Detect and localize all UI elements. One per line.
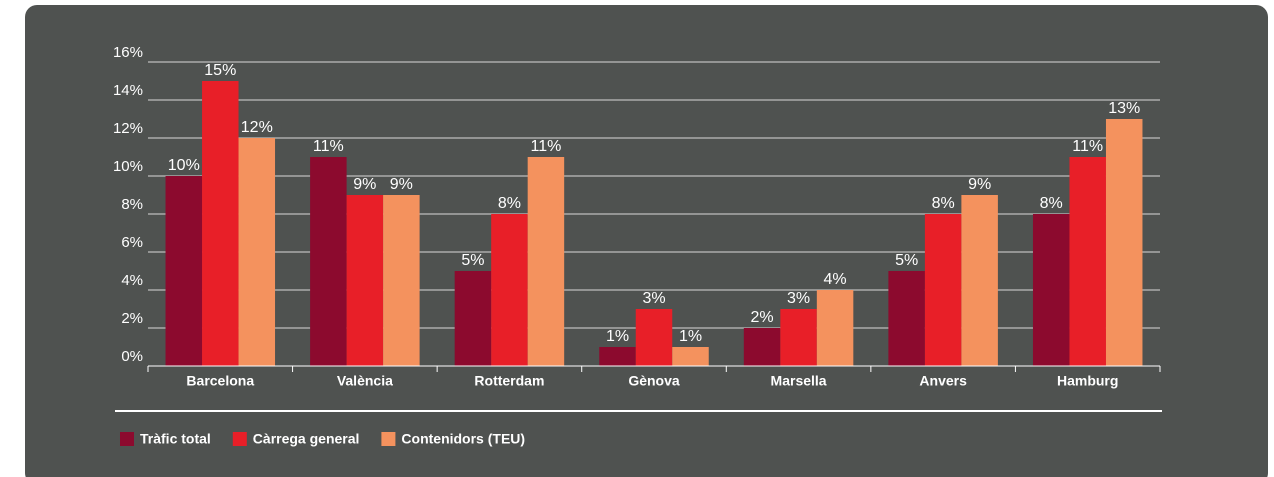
bar [743,328,781,366]
data-label: 1% [679,328,702,345]
bar [672,347,709,366]
bar [961,195,998,366]
x-tick-label: València [337,373,393,389]
data-label: 8% [1040,195,1063,212]
legend-label: Càrrega general [253,431,360,447]
y-tick-label: 14% [113,82,143,99]
x-tick-label: Gènova [628,373,680,389]
bar [491,214,528,366]
data-label: 3% [642,290,665,307]
data-label: 3% [787,290,810,307]
data-label: 1% [606,328,629,345]
bar [1105,119,1143,366]
data-label: 8% [498,195,521,212]
y-tick-label: 10% [113,158,143,175]
legend-label: Tràfic total [140,431,211,447]
x-tick-label: Barcelona [186,373,254,389]
bar [310,157,347,366]
bar [202,81,239,366]
data-label: 11% [313,138,344,155]
data-label: 9% [390,176,413,193]
data-label: 10% [168,157,200,174]
x-tick-label: Anvers [919,373,967,389]
data-label: 11% [1072,138,1103,155]
data-label: 12% [241,119,273,136]
bar [635,309,673,366]
data-label: 15% [204,62,236,79]
bar [1069,157,1106,366]
data-label: 13% [1108,100,1140,117]
data-label: 2% [751,309,774,326]
data-label: 9% [353,176,376,193]
y-tick-label: 6% [121,234,143,251]
bar [1032,214,1070,366]
bar [238,138,276,366]
legend-swatch [232,432,247,446]
y-tick-label: 12% [113,120,143,137]
data-label: 5% [461,252,484,269]
bar [383,195,420,366]
y-tick-label: 4% [121,272,143,289]
x-tick-label: Hamburg [1057,373,1118,389]
bar [165,176,203,366]
bar [780,309,817,366]
bar [346,195,384,366]
bar [527,157,565,366]
bar [888,271,925,366]
y-tick-label: 16% [113,44,143,61]
bar [816,290,854,366]
bar [924,214,962,366]
data-label: 8% [932,195,955,212]
y-tick-label: 8% [121,196,143,213]
data-label: 9% [968,176,991,193]
legend-label: Contenidors (TEU) [401,431,525,447]
y-tick-label: 2% [121,310,143,327]
data-label: 5% [895,252,918,269]
y-tick-label: 0% [121,348,143,365]
data-label: 11% [531,138,562,155]
legend-swatch [381,432,396,446]
x-tick-label: Marsella [771,373,827,389]
bar [454,271,492,366]
x-tick-label: Rotterdam [474,373,544,389]
legend-swatch [120,432,134,446]
bar [599,347,636,366]
data-label: 4% [824,271,847,288]
